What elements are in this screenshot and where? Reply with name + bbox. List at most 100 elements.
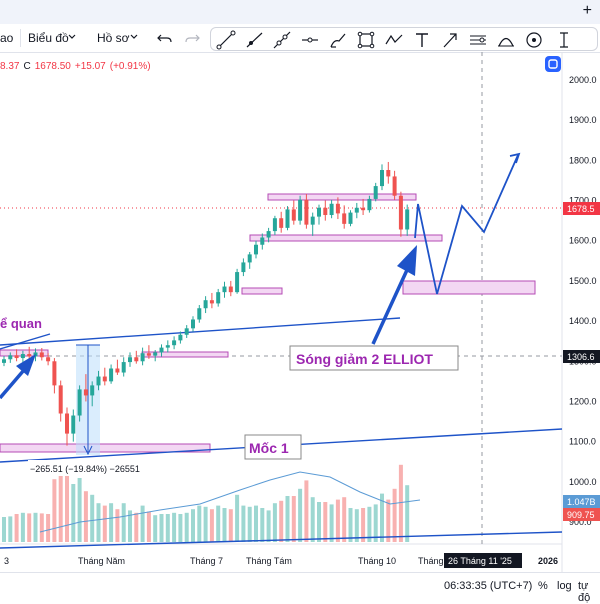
candle-body (323, 207, 328, 216)
candle-body (140, 353, 145, 362)
volume-bar (2, 517, 6, 542)
candle-body (342, 213, 347, 224)
trend-line[interactable] (0, 333, 51, 350)
volume-bar (203, 506, 208, 542)
volume-bar (380, 493, 384, 542)
volume-bar (83, 491, 88, 542)
sync-icon[interactable] (545, 56, 561, 72)
zone-rect[interactable] (402, 280, 536, 295)
percent-button[interactable]: % (538, 580, 548, 592)
zone-rect[interactable] (241, 287, 283, 295)
volume-bar (102, 505, 107, 542)
candle-body (46, 357, 51, 362)
milestone-label-box (244, 434, 302, 460)
candle-body (241, 262, 246, 273)
volume-bar (247, 506, 252, 542)
text-icon[interactable] (411, 29, 433, 51)
horizontal-ray-icon[interactable] (299, 29, 321, 51)
curve-icon[interactable] (495, 29, 517, 51)
volume-bar (342, 497, 347, 542)
volume-bar (46, 514, 51, 542)
volume-bar (128, 510, 132, 542)
ray-icon[interactable] (243, 29, 265, 51)
arrow-marker[interactable] (0, 354, 36, 400)
zone-rect[interactable] (0, 443, 211, 453)
zone-rect[interactable] (267, 193, 417, 201)
candle-body (392, 176, 397, 196)
ohlc-legend: 8.37 C 1678.50 +15.07 (+0.91%) (0, 61, 155, 72)
volume-bar (254, 505, 258, 542)
trend-line[interactable] (0, 531, 563, 549)
chevron-down-icon (68, 34, 76, 39)
trend-line-icon[interactable] (215, 29, 237, 51)
volume-bar (209, 509, 214, 542)
auto-button[interactable]: tự độ (578, 580, 591, 604)
extended-line-icon[interactable] (271, 29, 293, 51)
volume-bar (361, 508, 366, 542)
price-tick-label: 1200.0 (569, 396, 597, 406)
arrow-marker[interactable] (371, 245, 417, 345)
log-button[interactable]: log (557, 580, 572, 592)
time-tick-label: 3 (4, 556, 9, 566)
price-tick-label: 2000.0 (569, 75, 597, 85)
candle-body (83, 389, 88, 396)
time-tick-label: Tháng Tám (246, 556, 292, 566)
candle-body (165, 345, 170, 348)
candle-body (65, 413, 69, 434)
candle-body (191, 319, 195, 329)
crosshair-price-tag (563, 350, 600, 363)
candle-body (380, 170, 384, 187)
price-tick-label: 1600.0 (569, 236, 597, 246)
candle-body (228, 286, 233, 293)
volume-bar (58, 470, 63, 542)
elliott-projection-path[interactable] (414, 154, 519, 295)
profile-menu-button[interactable]: Hồ sơ (97, 31, 130, 45)
arrow-marker-icon[interactable] (439, 29, 461, 51)
volume-bar (27, 513, 32, 542)
candle-body (197, 308, 202, 320)
clock-text: 06:33:35 (UTC+7) (444, 580, 533, 592)
candle-body (71, 415, 76, 434)
candle-body (134, 357, 139, 362)
volume-bar (184, 512, 189, 542)
zone-rect[interactable] (249, 234, 443, 242)
volume-bar (228, 509, 233, 542)
more-icon[interactable] (553, 29, 575, 51)
fib-icon[interactable] (467, 29, 489, 51)
brush-icon[interactable] (327, 29, 349, 51)
candle-body (247, 254, 252, 263)
volume-bar (146, 511, 151, 542)
candle-body (373, 186, 378, 199)
candle-body (405, 209, 410, 230)
chart-menu-button[interactable]: Biểu đồ (28, 31, 69, 45)
volume-bar (153, 515, 158, 542)
rectangle-icon[interactable] (355, 29, 377, 51)
plus-icon[interactable]: + (582, 2, 592, 19)
candle-body (266, 231, 271, 238)
volume-bar (191, 509, 195, 542)
volume-bar (39, 513, 44, 542)
path-icon[interactable] (383, 29, 405, 51)
trend-line[interactable] (0, 317, 401, 346)
redo-icon[interactable] (184, 31, 200, 45)
candle-body (304, 199, 309, 225)
undo-icon[interactable] (157, 31, 173, 45)
candle-body (203, 300, 208, 309)
measure-label: −265.51 (−19.84%) −26551 (30, 464, 140, 474)
candle-body (27, 354, 32, 357)
measure-label-box (28, 460, 152, 476)
chart-area[interactable]: 900.01000.01100.01200.01300.01400.01500.… (0, 52, 600, 572)
price-axis: 900.01000.01100.01200.01300.01400.01500.… (569, 75, 597, 527)
price-tick-label: 1500.0 (569, 276, 597, 286)
volume-bar (241, 505, 246, 542)
candle-body (102, 376, 107, 382)
circle-icon[interactable] (523, 29, 545, 51)
volume-bar (52, 479, 57, 542)
candle-body (335, 203, 340, 214)
candle-body (115, 368, 120, 373)
toolbar-left-item[interactable]: ao (0, 31, 14, 45)
volume-bar (291, 496, 296, 542)
volume-bar (8, 516, 13, 542)
volume-tag (563, 495, 600, 508)
time-tick-label: 2026 (538, 556, 558, 566)
